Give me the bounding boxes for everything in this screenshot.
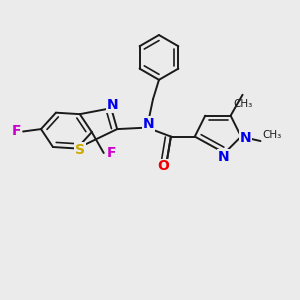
Text: N: N	[143, 117, 154, 131]
Text: N: N	[217, 150, 229, 164]
Text: S: S	[75, 143, 85, 157]
Text: CH₃: CH₃	[262, 130, 281, 140]
Text: N: N	[107, 98, 118, 112]
Text: F: F	[106, 146, 116, 160]
Text: CH₃: CH₃	[233, 99, 252, 109]
Text: O: O	[158, 159, 169, 173]
Text: F: F	[12, 124, 21, 139]
Text: N: N	[240, 131, 251, 145]
